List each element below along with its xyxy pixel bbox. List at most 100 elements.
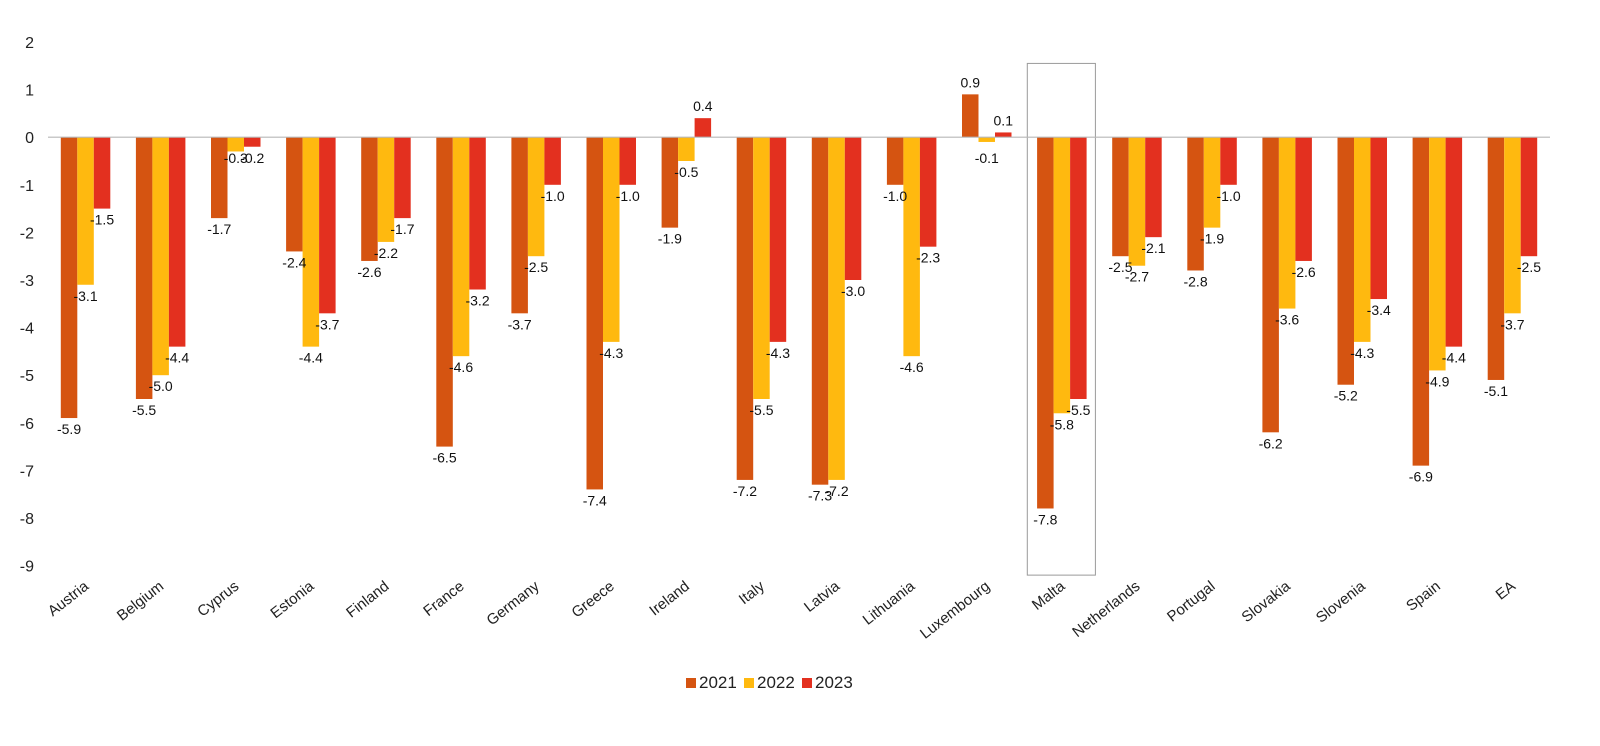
- bar-2021-luxembourg: [962, 94, 979, 138]
- bar-2021-ea: [1487, 137, 1505, 380]
- value-label: -5.1: [1484, 383, 1508, 399]
- x-category-label: Slovenia: [1313, 577, 1369, 626]
- value-label: -0.5: [674, 164, 698, 180]
- bar-2023-spain: [1445, 137, 1463, 347]
- value-label: -2.7: [1125, 269, 1149, 285]
- bar-2023-germany: [544, 137, 561, 185]
- x-category-label: EA: [1493, 578, 1519, 604]
- bar-2021-portugal: [1187, 137, 1204, 271]
- value-label: -7.4: [583, 492, 607, 508]
- value-label: -4.3: [766, 345, 790, 361]
- bar-2021-malta: [1037, 137, 1054, 509]
- bar-2021-germany: [511, 137, 528, 314]
- value-label: -7.2: [733, 483, 757, 499]
- value-label: -0.3: [224, 150, 248, 166]
- value-label: -3.7: [315, 316, 339, 332]
- bar-2023-portugal: [1220, 137, 1237, 185]
- x-category-label: Cyprus: [194, 578, 242, 621]
- y-tick-label: -6: [20, 416, 34, 433]
- bar-2021-italy: [736, 137, 754, 480]
- bar-2022-belgium: [152, 137, 169, 376]
- bar-2023-malta: [1070, 137, 1087, 399]
- value-label: -1.7: [207, 221, 231, 237]
- value-label: -4.6: [900, 359, 924, 375]
- value-label: -5.8: [1050, 416, 1074, 432]
- legend-label-2021: 2021: [699, 673, 737, 692]
- bar-2023-slovenia: [1370, 137, 1387, 300]
- bar-2023-italy: [769, 137, 787, 342]
- bar-2023-latvia: [844, 137, 862, 280]
- bar-2022-ea: [1504, 137, 1521, 314]
- value-label: -4.4: [1442, 350, 1466, 366]
- bar-2022-austria: [77, 137, 94, 285]
- x-category-label: Belgium: [114, 578, 167, 625]
- bar-2023-slovakia: [1295, 137, 1312, 261]
- bar-2021-lithuania: [886, 137, 904, 185]
- value-label: -1.0: [541, 188, 565, 204]
- value-label: -2.1: [1141, 240, 1165, 256]
- value-label: -2.5: [1517, 259, 1541, 275]
- y-tick-label: 0: [25, 130, 34, 147]
- bar-2021-slovakia: [1262, 137, 1279, 433]
- y-tick-label: -7: [20, 463, 34, 480]
- bar-2022-malta: [1053, 137, 1071, 414]
- y-tick-label: -8: [20, 511, 34, 528]
- bar-2023-netherlands: [1145, 137, 1162, 238]
- bars-layer: [60, 94, 1538, 509]
- x-category-label: Malta: [1029, 577, 1069, 613]
- x-category-label: Ireland: [646, 578, 693, 620]
- value-label: -5.5: [749, 402, 773, 418]
- value-label: -4.6: [449, 359, 473, 375]
- value-label: -1.0: [616, 188, 640, 204]
- value-label: -3.6: [1275, 312, 1299, 328]
- bar-2022-portugal: [1203, 137, 1221, 228]
- x-axis-labels: Austria Belgium Cyprus Estonia Finland France…: [45, 577, 1519, 642]
- y-tick-label: -9: [20, 559, 34, 576]
- legend-swatch-2023: [802, 678, 812, 688]
- value-label: -1.9: [1200, 231, 1224, 247]
- bar-2022-greece: [603, 137, 620, 342]
- highlight-layer: [1026, 62, 1096, 576]
- legend-swatch-2022: [744, 678, 754, 688]
- bar-2021-latvia: [811, 137, 829, 485]
- bar-2022-spain: [1429, 137, 1446, 371]
- value-label: -5.9: [57, 421, 81, 437]
- bar-2023-lithuania: [919, 137, 937, 247]
- x-category-label: Luxembourg: [917, 578, 993, 643]
- x-category-label: Austria: [45, 577, 93, 620]
- x-category-label: France: [420, 578, 467, 620]
- bar-2023-ea: [1520, 137, 1538, 257]
- x-category-label: Netherlands: [1069, 578, 1143, 641]
- value-label: -1.0: [1216, 188, 1240, 204]
- value-label: -1.5: [90, 212, 114, 228]
- value-label: -3.1: [73, 288, 97, 304]
- value-label: -3.0: [841, 283, 865, 299]
- value-label: -3.7: [1500, 316, 1524, 332]
- y-tick-label: 2: [25, 35, 34, 52]
- bar-2022-ireland: [678, 137, 695, 161]
- bar-2022-slovenia: [1354, 137, 1371, 342]
- x-category-label: Italy: [736, 577, 769, 608]
- value-label: -0.2: [240, 150, 264, 166]
- bar-2023-ireland: [694, 118, 712, 138]
- bar-2023-estonia: [319, 137, 336, 314]
- bar-2023-luxembourg: [995, 132, 1012, 138]
- value-label: -5.0: [149, 378, 173, 394]
- x-category-label: Portugal: [1164, 578, 1218, 626]
- bar-2023-france: [469, 137, 486, 290]
- x-category-label: Spain: [1403, 578, 1444, 615]
- y-axis: 2 1 0 -1 -2 -3 -4 -5 -6 -7 -8 -9: [20, 35, 34, 576]
- value-label: -5.5: [1066, 402, 1090, 418]
- value-labels-layer: -5.9 -3.1 -1.5 -5.5 -5.0 -4.4 -1.7 -0.3-0.2 -2.4…: [57, 74, 1541, 527]
- value-label: -5.2: [1334, 388, 1358, 404]
- value-label: -1.9: [658, 231, 682, 247]
- legend: 2021 2022 2023: [686, 673, 853, 692]
- value-label: 0.9: [961, 74, 981, 90]
- x-category-label: Greece: [568, 578, 617, 622]
- bar-2021-austria: [60, 137, 78, 419]
- value-label: -2.5: [1108, 259, 1132, 275]
- x-category-label: Finland: [343, 578, 392, 622]
- value-label: -2.6: [357, 264, 381, 280]
- value-label: -0.1: [975, 150, 999, 166]
